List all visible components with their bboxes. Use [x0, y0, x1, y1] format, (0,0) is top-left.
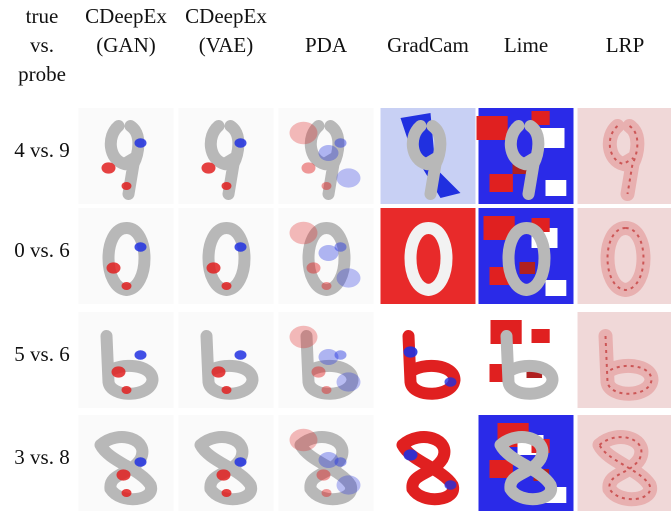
heat-blob — [445, 480, 457, 490]
cell-image — [279, 312, 374, 408]
heat-blob — [319, 145, 339, 161]
cell-image — [479, 415, 574, 511]
heat-blob — [312, 366, 326, 377]
image-grid — [79, 108, 671, 511]
header-text: true — [26, 4, 59, 28]
heat-blob — [307, 262, 321, 273]
heat-blob — [290, 122, 318, 144]
row-label: 5 vs. 6 — [14, 342, 69, 366]
cell-image — [79, 208, 174, 304]
heat-blob — [322, 386, 332, 394]
heat-blob — [135, 138, 147, 148]
cell-image — [179, 415, 274, 511]
column-header: (VAE) — [199, 33, 253, 57]
heat-blob — [235, 138, 247, 148]
cell-image — [179, 108, 274, 204]
heat-blob — [135, 457, 147, 467]
heat-blob — [207, 262, 221, 273]
cell-image — [381, 208, 476, 304]
heat-blob — [135, 242, 147, 252]
cell-image — [479, 312, 574, 408]
heat-blob — [319, 245, 339, 261]
cell-image — [578, 208, 671, 304]
column-header: Lime — [504, 33, 548, 57]
superpixel — [532, 329, 550, 343]
heat-blob — [319, 452, 339, 468]
heat-blob — [107, 262, 121, 273]
heat-blob — [404, 449, 418, 460]
cell-image — [381, 108, 476, 204]
heat-blob — [337, 475, 361, 494]
cell-image — [79, 108, 174, 204]
heat-blob — [235, 242, 247, 252]
cell-image — [578, 415, 671, 511]
superpixel — [546, 180, 567, 196]
column-header: GradCam — [387, 33, 469, 57]
heat-blob — [222, 182, 232, 190]
column-header: CDeepEx — [85, 4, 167, 28]
cell-image — [477, 108, 574, 204]
heat-blob — [122, 489, 132, 497]
heat-blob — [212, 366, 226, 377]
heat-blob — [322, 282, 332, 290]
cell-image — [279, 208, 374, 304]
heat-blob — [317, 469, 331, 480]
heat-blob — [404, 346, 418, 357]
heat-blob — [290, 222, 318, 244]
heat-blob — [222, 489, 232, 497]
heat-blob — [122, 386, 132, 394]
cell-image — [279, 415, 374, 511]
heat-blob — [290, 326, 318, 348]
heat-blob — [222, 386, 232, 394]
heat-blob — [222, 282, 232, 290]
row-label: 0 vs. 6 — [14, 238, 69, 262]
heat-blob — [117, 469, 131, 480]
cell-image — [381, 312, 476, 408]
heat-blob — [102, 162, 116, 173]
superpixel — [477, 116, 508, 140]
heat-blob — [112, 366, 126, 377]
superpixel — [520, 262, 536, 274]
heat-blob — [322, 489, 332, 497]
heat-blob — [122, 282, 132, 290]
header-text: vs. — [30, 33, 54, 57]
cell-image — [381, 415, 476, 511]
superpixel — [490, 174, 513, 192]
heat-blob — [235, 457, 247, 467]
heat-blob — [337, 268, 361, 287]
cell-image — [79, 312, 174, 408]
column-header: LRP — [606, 33, 645, 57]
superpixel — [546, 280, 567, 296]
cell-image — [79, 415, 174, 511]
row-label: 3 vs. 8 — [14, 445, 69, 469]
heat-blob — [217, 469, 231, 480]
heat-blob — [319, 349, 339, 365]
row-label: 4 vs. 9 — [14, 138, 69, 162]
cell-image — [578, 312, 671, 408]
cell-image — [179, 208, 274, 304]
heat-blob — [135, 350, 147, 360]
heat-blob — [337, 168, 361, 187]
cell-image — [279, 108, 374, 204]
heat-blob — [335, 138, 347, 148]
heat-blob — [337, 372, 361, 391]
figure: true vs. probe CDeepEx (GAN) CDeepEx (VAE) P… — [0, 0, 671, 515]
heat-blob — [122, 182, 132, 190]
heat-blob — [202, 162, 216, 173]
heat-blob — [302, 162, 316, 173]
column-header: PDA — [305, 33, 348, 57]
column-header: (GAN) — [96, 33, 155, 57]
column-header: CDeepEx — [185, 4, 267, 28]
cell-image — [179, 312, 274, 408]
heat-blob — [235, 350, 247, 360]
heat-blob — [322, 182, 332, 190]
cell-image — [578, 108, 671, 204]
corner-header: true vs. probe — [18, 4, 66, 86]
header-text: probe — [18, 62, 66, 86]
heat-blob — [445, 377, 457, 387]
heat-blob — [290, 429, 318, 451]
cell-image — [479, 208, 574, 304]
